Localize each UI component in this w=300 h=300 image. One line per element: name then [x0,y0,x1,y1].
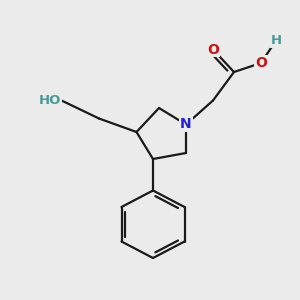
Text: HO: HO [39,94,62,107]
Text: N: N [180,118,192,131]
Text: H: H [270,34,282,47]
Text: O: O [207,43,219,56]
Text: O: O [255,56,267,70]
